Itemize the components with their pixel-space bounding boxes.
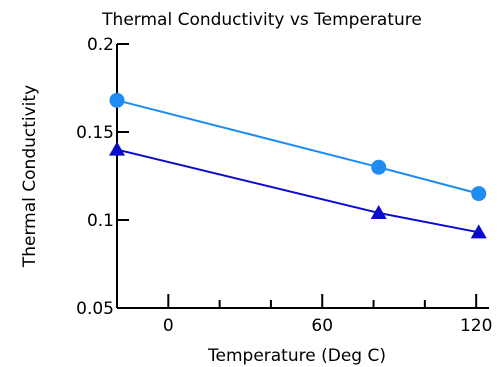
series-2 — [109, 141, 487, 239]
data-point — [109, 92, 125, 108]
x-tick-label: 0 — [163, 316, 174, 336]
x-axis-label: Temperature (Deg C) — [207, 346, 386, 366]
y-axis-label: Thermal Conductivity — [20, 85, 40, 268]
y-tick-label: 0.2 — [87, 35, 114, 55]
axes: 0.05 0.1 0.15 0.2 0 60 120 — [76, 35, 492, 336]
data-point — [109, 141, 125, 156]
data-point — [470, 224, 487, 239]
data-point — [370, 204, 387, 219]
series-layer — [109, 92, 487, 239]
chart-title: Thermal Conductivity vs Temperature — [101, 10, 422, 30]
x-tick-label: 120 — [460, 316, 492, 336]
data-point — [371, 159, 387, 175]
data-point — [471, 186, 487, 202]
series-line — [116, 99, 479, 195]
y-tick-label: 0.05 — [76, 299, 114, 319]
series-1 — [109, 92, 487, 202]
x-tick-label: 60 — [311, 316, 333, 336]
y-tick-label: 0.15 — [76, 123, 114, 143]
series-line — [116, 148, 479, 234]
y-tick-label: 0.1 — [87, 211, 114, 231]
